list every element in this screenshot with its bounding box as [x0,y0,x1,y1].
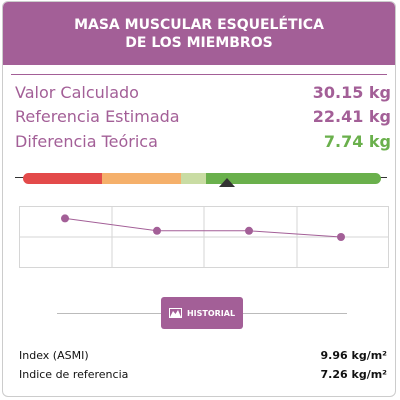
metric-calculated-value: 30.15 kg [312,83,391,102]
info-asmi-value: 9.96 kg/m² [320,349,387,362]
header-title-line-1: MASA MUSCULAR ESQUELÉTICA [74,16,324,33]
header-title-line-2: DE LOS MIEMBROS [125,34,273,51]
metric-difference: Diferencia Teórica 7.74 kg [15,132,391,156]
scale-segment-3 [180,173,206,184]
info-reference-index-value: 7.26 kg/m² [320,368,387,381]
history-button[interactable]: HISTORIAL [161,297,243,329]
history-line [64,217,342,238]
card-header: MASA MUSCULAR ESQUELÉTICA DE LOS MIEMBRO… [3,2,395,65]
history-point-4[interactable] [337,233,345,241]
history-point-1[interactable] [61,214,69,223]
history-point-2[interactable] [153,226,161,235]
info-reference-index: Indice de referencia 7.26 kg/m² [19,368,387,384]
scale-pointer-icon [219,178,236,187]
metric-calculated: Valor Calculado 30.15 kg [15,83,391,107]
info-asmi-label: Index (ASMI) [19,349,89,362]
history-point-3[interactable] [245,226,253,235]
chart-grid [19,206,389,268]
scale-segment-1 [23,173,102,184]
history-button-label: HISTORIAL [186,308,236,318]
scale-segment-4 [205,173,381,184]
metrics-top-divider [11,74,387,75]
scale-segment-2 [101,173,181,184]
mountain-chart-icon [168,308,182,318]
metric-reference-value: 22.41 kg [312,107,391,126]
asm-card: MASA MUSCULAR ESQUELÉTICA DE LOS MIEMBRO… [2,1,396,397]
history-chart [19,206,389,268]
metric-calculated-label: Valor Calculado [15,83,139,102]
metric-reference: Referencia Estimada 22.41 kg [15,107,391,131]
metric-difference-label: Diferencia Teórica [15,132,158,151]
metric-difference-value: 7.74 kg [323,132,391,151]
metric-reference-label: Referencia Estimada [15,107,180,126]
chart-marks [61,214,345,241]
scale-bar [23,173,381,184]
info-asmi: Index (ASMI) 9.96 kg/m² [19,349,387,365]
info-reference-index-label: Indice de referencia [19,368,129,381]
